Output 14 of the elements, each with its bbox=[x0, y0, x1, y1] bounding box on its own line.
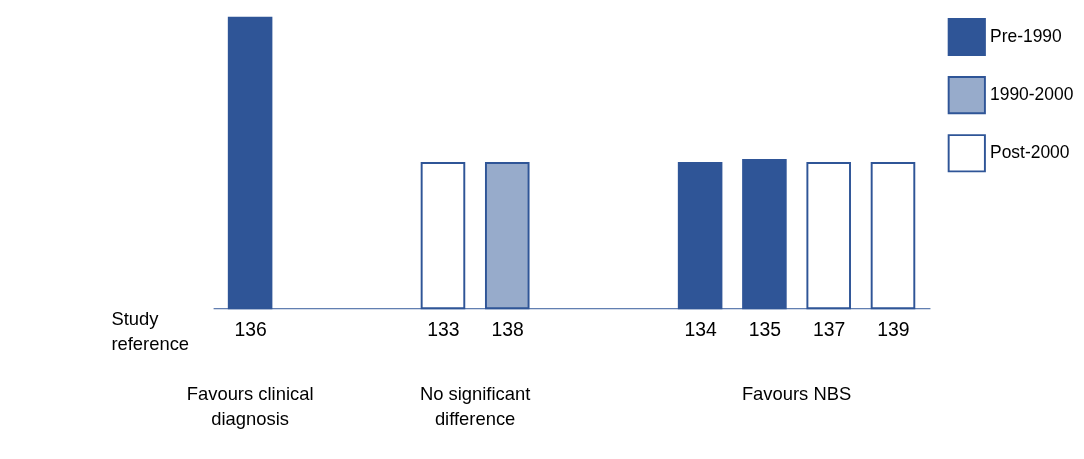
x-tick-label: 133 bbox=[427, 317, 460, 340]
x-tick-label: 139 bbox=[877, 317, 910, 340]
text: Favours clinical diagnosis bbox=[186, 383, 314, 430]
x-tick-label: 137 bbox=[813, 317, 846, 340]
legend-label: Pre-1990 bbox=[990, 25, 1063, 46]
x-tick-label: 135 bbox=[748, 317, 782, 340]
x-tick-label: 136 bbox=[234, 317, 267, 340]
legend-label: 1990-2000 bbox=[990, 83, 1074, 104]
x-tick-label: 134 bbox=[684, 317, 717, 340]
text: No significant difference bbox=[419, 383, 531, 430]
text: Favours NBS bbox=[741, 383, 852, 405]
legend-label: Post-2000 bbox=[990, 142, 1070, 163]
x-tick-label: 138 bbox=[491, 317, 524, 340]
x-axis-title: Study reference bbox=[111, 307, 190, 354]
